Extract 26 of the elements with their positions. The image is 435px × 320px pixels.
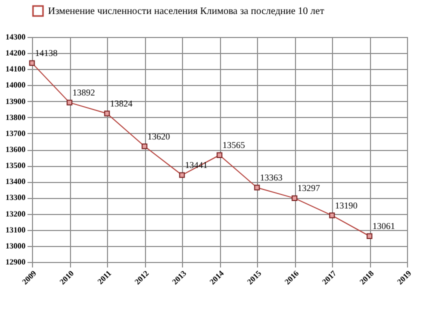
y-tick-label: 13800	[6, 112, 26, 122]
x-tick-label: 2011	[96, 268, 114, 286]
data-label: 13892	[72, 88, 95, 98]
y-tick-label: 13100	[6, 225, 26, 234]
data-label: 14138	[35, 48, 58, 58]
y-tick-label: 13000	[6, 241, 26, 250]
y-tick-label: 13700	[6, 128, 26, 138]
data-label: 13061	[372, 221, 395, 232]
y-tick-label: 13900	[6, 96, 26, 106]
y-tick-label: 14000	[6, 80, 26, 90]
y-tick-label: 14100	[6, 64, 26, 74]
y-tick-label: 13600	[6, 145, 26, 154]
data-label: 13565	[222, 140, 246, 150]
y-tick-label: 13400	[6, 177, 26, 186]
data-label: 13620	[148, 131, 170, 142]
y-tick-label: 13300	[6, 193, 26, 202]
y-tick-label: 13500	[6, 161, 26, 170]
data-label: 13190	[335, 200, 358, 210]
y-tick-label: 14200	[6, 48, 26, 58]
data-label: 13297	[298, 183, 320, 194]
data-label: 13824	[110, 98, 133, 108]
data-label: 13363	[260, 172, 283, 183]
y-tick-label: 12900	[6, 258, 26, 266]
y-tick-label: 14300	[6, 32, 26, 42]
legend-label: Изменение численности населения Климова за последние 10 лет	[48, 6, 325, 17]
y-tick-label: 13200	[6, 209, 26, 218]
